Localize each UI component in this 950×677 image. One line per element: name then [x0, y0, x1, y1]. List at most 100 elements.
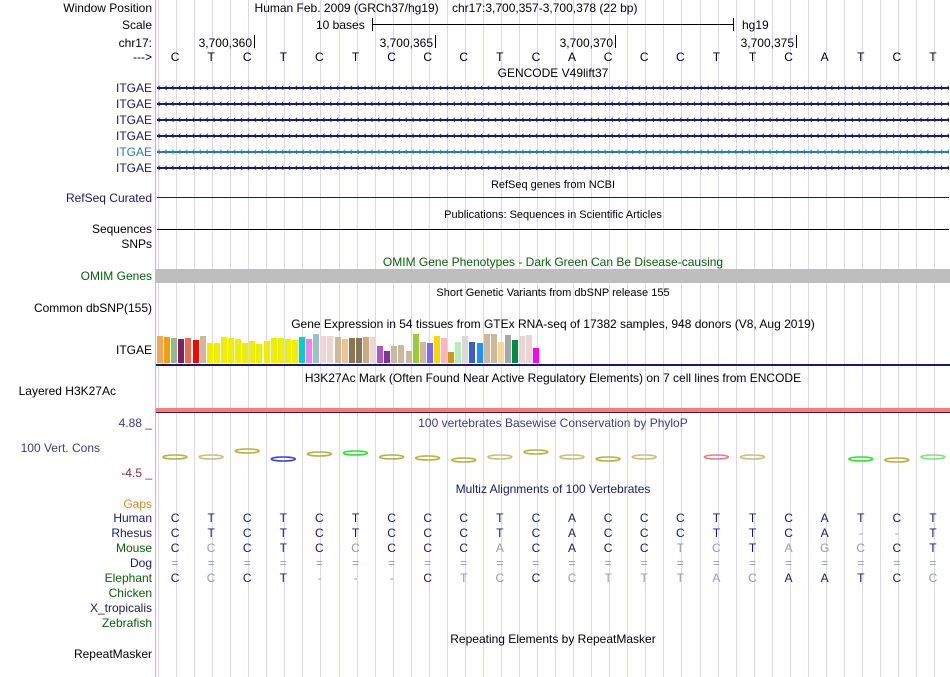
gtex-tissue-bar[interactable]	[455, 342, 462, 363]
gencode-transcript-label[interactable]: ITGAE	[115, 161, 152, 175]
species-label[interactable]: Zebrafish	[101, 616, 152, 630]
refseq-gene-line[interactable]	[157, 197, 949, 198]
gtex-tissue-bar[interactable]	[355, 338, 362, 363]
species-label[interactable]: Chicken	[108, 586, 152, 600]
species-label[interactable]: Dog	[129, 556, 152, 570]
phylop-plot[interactable]	[156, 440, 950, 475]
gtex-tissue-bar[interactable]	[412, 334, 419, 363]
gencode-transcript-label[interactable]: ITGAE	[115, 97, 152, 111]
gtex-tissue-bar[interactable]	[291, 340, 298, 363]
gencode-transcript-line[interactable]	[157, 167, 949, 169]
ruler-tick-label: 3,700,360	[198, 36, 252, 50]
omim-label[interactable]: OMIM Genes	[80, 269, 152, 283]
gtex-tissue-bar[interactable]	[327, 336, 334, 363]
gencode-transcript-line[interactable]	[157, 135, 949, 137]
gtex-tissue-bar[interactable]	[334, 337, 341, 363]
snps-label[interactable]: SNPs	[121, 237, 152, 251]
alignment-base: T	[496, 526, 504, 540]
gtex-tissue-bar[interactable]	[306, 339, 313, 363]
species-label[interactable]: Mouse	[115, 541, 152, 555]
gtex-tissue-bar[interactable]	[370, 337, 376, 363]
gtex-tissue-bar[interactable]	[398, 345, 405, 363]
gtex-tissue-bar[interactable]	[313, 334, 320, 363]
h3k27ac-signal[interactable]	[156, 408, 950, 412]
gencode-transcript-line[interactable]	[157, 87, 949, 89]
gtex-tissue-bar[interactable]	[213, 343, 220, 363]
gtex-tissue-bar[interactable]	[171, 338, 178, 363]
gtex-tissue-bar[interactable]	[220, 337, 227, 363]
gencode-transcript-label[interactable]: ITGAE	[115, 129, 152, 143]
gencode-transcript-label[interactable]: ITGAE	[115, 81, 152, 95]
gtex-tissue-bar[interactable]	[270, 338, 277, 363]
gtex-tissue-bar[interactable]	[483, 334, 490, 363]
alignment-base: T	[857, 511, 865, 525]
gtex-tissue-bar[interactable]	[299, 337, 305, 363]
omim-gene-bar[interactable]	[156, 269, 950, 283]
alignment-base: C	[531, 541, 541, 555]
gtex-tissue-bar[interactable]	[206, 343, 213, 363]
species-label[interactable]: Rhesus	[111, 526, 152, 540]
gtex-tissue-bar[interactable]	[249, 341, 256, 363]
gencode-transcript-line[interactable]	[157, 151, 949, 153]
gtex-tissue-bar[interactable]	[178, 339, 185, 363]
dbsnp-label[interactable]: Common dbSNP(155)	[33, 301, 152, 315]
gtex-tissue-bar[interactable]	[185, 338, 192, 363]
gtex-tissue-bar[interactable]	[341, 339, 348, 363]
gtex-tissue-bar[interactable]	[519, 336, 526, 363]
alignment-base: C	[387, 526, 396, 540]
gtex-tissue-bar[interactable]	[391, 346, 398, 363]
alignment-base: =	[676, 556, 684, 570]
gtex-tissue-bar[interactable]	[419, 342, 426, 363]
alignment-base: =	[243, 556, 251, 570]
h3k27ac-title: H3K27Ac Mark (Often Found Near Active Re…	[304, 371, 802, 385]
gtex-tissue-bar[interactable]	[526, 335, 533, 363]
gtex-tissue-bar[interactable]	[441, 338, 447, 363]
gtex-tissue-bar[interactable]	[433, 336, 440, 363]
gtex-tissue-bar[interactable]	[476, 343, 483, 363]
gaps-label[interactable]: Gaps	[123, 497, 152, 511]
gtex-tissue-bar[interactable]	[405, 351, 412, 363]
gtex-tissue-bar[interactable]	[426, 343, 433, 363]
gtex-tissue-bar[interactable]	[199, 336, 206, 363]
grid-line	[591, 0, 592, 677]
gtex-tissue-bar[interactable]	[469, 342, 476, 363]
gtex-tissue-bar[interactable]	[384, 351, 391, 363]
gtex-tissue-bar[interactable]	[192, 340, 199, 363]
gtex-tissue-bar[interactable]	[228, 338, 234, 363]
gtex-tissue-bar[interactable]	[377, 346, 384, 363]
h3k27ac-label[interactable]: Layered H3K27Ac	[18, 384, 116, 398]
gtex-tissue-bar[interactable]	[284, 339, 291, 363]
species-label[interactable]: Elephant	[104, 571, 152, 585]
gtex-tissue-bar[interactable]	[164, 337, 171, 363]
gtex-tissue-bar[interactable]	[256, 344, 263, 363]
gtex-tissue-bar[interactable]	[242, 343, 249, 363]
gtex-tissue-bar[interactable]	[263, 341, 270, 363]
gencode-transcript-line[interactable]	[157, 119, 949, 121]
gtex-tissue-bar[interactable]	[362, 337, 369, 363]
gtex-tissue-bar[interactable]	[448, 352, 455, 363]
gtex-tissue-bar[interactable]	[235, 339, 242, 363]
gtex-bar-chart[interactable]	[156, 333, 540, 363]
gtex-tissue-bar[interactable]	[157, 336, 163, 363]
gtex-tissue-bar[interactable]	[320, 336, 327, 363]
gtex-tissue-bar[interactable]	[504, 335, 511, 363]
gtex-tissue-bar[interactable]	[277, 338, 284, 363]
phylop-label[interactable]: 100 Vert. Cons	[20, 441, 100, 455]
gencode-transcript-line[interactable]	[157, 103, 949, 105]
gtex-tissue-bar[interactable]	[533, 348, 540, 363]
species-label[interactable]: Human	[113, 511, 152, 525]
gtex-tissue-bar[interactable]	[462, 336, 469, 363]
repeatmasker-label[interactable]: RepeatMasker	[73, 647, 152, 661]
gtex-label[interactable]: ITGAE	[115, 343, 152, 357]
species-label[interactable]: X_tropicalis	[89, 601, 152, 615]
gencode-transcript-label[interactable]: ITGAE	[115, 145, 152, 159]
gtex-tissue-bar[interactable]	[512, 340, 518, 363]
grid-line	[700, 0, 701, 677]
publications-line[interactable]	[157, 229, 949, 230]
gtex-tissue-bar[interactable]	[348, 338, 355, 363]
refseq-label[interactable]: RefSeq Curated	[65, 191, 152, 205]
gencode-transcript-label[interactable]: ITGAE	[115, 113, 152, 127]
gtex-tissue-bar[interactable]	[497, 342, 504, 363]
publications-label[interactable]: Sequences	[91, 222, 152, 236]
gtex-tissue-bar[interactable]	[490, 334, 497, 363]
